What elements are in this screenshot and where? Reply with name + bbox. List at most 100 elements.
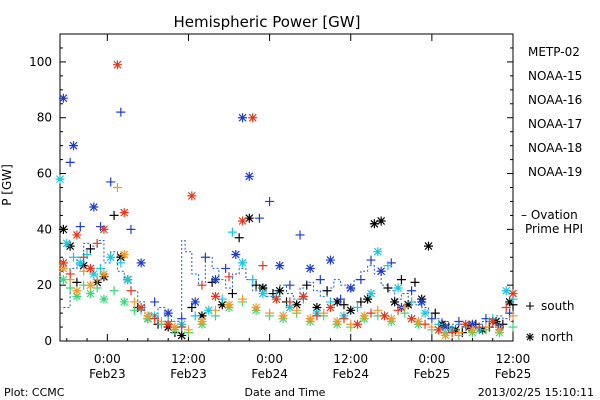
x-tick-label-time: 12:00	[171, 352, 206, 366]
data-point-metp-02	[275, 286, 285, 296]
data-point-noaa-19	[72, 230, 82, 240]
data-point-noaa-16	[123, 275, 133, 285]
marker-legend-label-south: south	[541, 299, 575, 313]
data-point-metp-02	[197, 311, 207, 321]
data-point-noaa-15	[211, 275, 221, 285]
data-point-noaa-16	[227, 227, 237, 237]
x-tick-label-date: Feb24	[251, 367, 288, 381]
data-point-noaa-16	[258, 289, 268, 299]
data-point-noaa-15	[325, 255, 335, 265]
data-point-noaa-19	[420, 319, 430, 329]
data-point-noaa-17	[72, 291, 82, 301]
legend: METP-02 NOAA-15 NOAA-16 NOAA-17 NOAA-18 NOAA-…	[528, 45, 582, 179]
data-point-noaa-19	[325, 303, 335, 313]
footer-timestamp: 2013/02/25 15:10:11	[478, 386, 594, 399]
data-point-noaa-18	[112, 183, 122, 192]
data-point-noaa-18	[413, 316, 423, 326]
data-point-noaa-19	[447, 328, 457, 338]
data-point-noaa-18	[332, 316, 342, 326]
data-point-noaa-15	[346, 283, 356, 293]
marker-legend-symbol-north	[526, 333, 534, 341]
data-point-noaa-15	[69, 141, 79, 151]
data-point-noaa-16	[373, 247, 383, 257]
data-point-noaa-15	[106, 177, 116, 187]
data-point-noaa-18	[156, 316, 166, 326]
data-point-noaa-18	[224, 300, 234, 310]
data-point-noaa-17	[65, 283, 75, 293]
x-tick-label-time: 0:00	[256, 352, 283, 366]
data-point-noaa-19	[393, 305, 403, 315]
x-tick-label-time: 12:00	[333, 352, 368, 366]
data-point-noaa-16	[407, 297, 417, 307]
data-point-metp-02	[234, 233, 244, 243]
data-point-noaa-16	[420, 308, 430, 318]
data-point-noaa-16	[501, 286, 511, 296]
data-point-metp-02	[356, 297, 366, 307]
data-point-noaa-15	[150, 297, 160, 307]
data-point-noaa-18	[305, 314, 315, 324]
ovation-series	[63, 240, 514, 328]
y-tick-label: 40	[37, 222, 52, 236]
data-point-metp-02	[376, 216, 386, 226]
data-point-noaa-18	[508, 311, 518, 321]
data-point-noaa-18	[400, 303, 410, 313]
data-point-noaa-19	[298, 291, 308, 301]
data-point-metp-02	[72, 277, 82, 287]
data-point-noaa-19	[380, 311, 390, 321]
data-point-noaa-18	[319, 308, 329, 318]
data-point-noaa-18	[129, 297, 139, 307]
data-point-noaa-19	[248, 113, 258, 123]
data-point-noaa-19	[434, 325, 444, 335]
data-point-noaa-17	[85, 289, 95, 299]
data-point-metp-02	[322, 286, 332, 296]
y-tick-label: 60	[37, 167, 52, 181]
data-point-noaa-18	[292, 305, 302, 315]
data-point-noaa-15	[58, 93, 68, 103]
data-point-metp-02	[410, 277, 420, 287]
footer-plot-credit: Plot: CCMC	[4, 386, 65, 399]
data-point-noaa-15	[254, 213, 264, 223]
data-point-noaa-18	[440, 330, 450, 340]
data-points	[55, 60, 518, 340]
data-point-noaa-18	[373, 305, 383, 315]
data-point-noaa-18	[58, 263, 68, 273]
data-point-noaa-18	[238, 294, 248, 304]
data-point-noaa-19	[177, 322, 187, 332]
data-point-noaa-15	[407, 286, 417, 296]
chart-title: Hemispheric Power [GW]	[174, 13, 361, 31]
data-point-metp-02	[312, 303, 322, 313]
data-point-noaa-15	[200, 252, 210, 262]
data-point-noaa-19	[119, 208, 129, 218]
data-point-noaa-17	[58, 275, 68, 285]
data-point-noaa-19	[163, 319, 173, 329]
data-point-noaa-18	[92, 275, 102, 285]
data-point-noaa-19	[474, 322, 484, 332]
data-point-noaa-15	[65, 157, 75, 167]
data-point-noaa-15	[238, 113, 248, 123]
x-tick-label-time: 0:00	[418, 352, 445, 366]
y-axis: 0 20 40 60 80 100	[29, 33, 513, 348]
data-point-noaa-17	[109, 286, 119, 296]
data-point-metp-02	[58, 224, 68, 234]
data-point-noaa-16	[285, 303, 295, 313]
y-tick-label: 80	[37, 111, 52, 125]
data-point-noaa-18	[79, 266, 89, 276]
marker-legend-label-north: north	[541, 330, 573, 344]
data-point-noaa-16	[352, 303, 362, 313]
data-point-noaa-19	[285, 297, 295, 307]
legend-item-noaa-18: NOAA-18	[528, 141, 582, 155]
data-point-noaa-18	[85, 280, 95, 290]
legend-item-metp-02: METP-02	[528, 45, 580, 59]
y-tick-label: 100	[29, 55, 52, 69]
data-point-metp-02	[363, 294, 373, 304]
data-point-noaa-15	[417, 297, 427, 307]
data-point-metp-02	[292, 300, 302, 310]
data-point-noaa-15	[305, 263, 315, 273]
data-point-noaa-15	[376, 266, 386, 276]
x-tick-label-date: Feb25	[414, 367, 451, 381]
data-point-noaa-15	[356, 275, 366, 285]
data-point-noaa-15	[163, 308, 173, 318]
